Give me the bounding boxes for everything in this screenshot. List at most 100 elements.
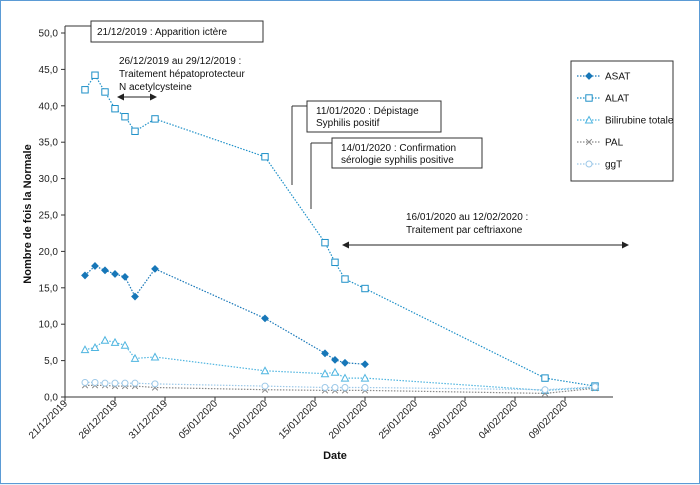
x-tick-label: 26/12/2019 xyxy=(77,398,120,441)
legend-item-alat: ALAT xyxy=(577,94,629,105)
x-tick-label: 25/01/2020 xyxy=(377,398,420,441)
y-tick-label: 35,0 xyxy=(39,138,59,149)
annotations: 21/12/2019 : Apparition ictère 26/12/201… xyxy=(64,20,629,249)
confirm-label-1: 14/01/2020 : Confirmation xyxy=(341,143,456,154)
x-tick-label: 30/01/2020 xyxy=(427,398,470,441)
hepato-arrow-left-head xyxy=(117,93,124,101)
series-line-pal xyxy=(85,384,596,395)
x-tick-labels: 21/12/2019 26/12/2019 31/12/2019 05/01/2020… xyxy=(27,397,570,442)
x-tick-label: 31/12/2019 xyxy=(127,398,170,441)
x-tick-label: 09/02/2020 xyxy=(527,398,570,441)
data-point-ggt xyxy=(121,379,129,387)
data-point-alat xyxy=(541,374,549,382)
data-point-asat xyxy=(121,272,129,281)
series-asat xyxy=(81,262,369,369)
confirm-box xyxy=(331,137,483,169)
hepato-arrow-right-head xyxy=(150,93,157,101)
ceftri-label-2: Traitement par ceftriaxone xyxy=(406,225,523,236)
data-point-asat xyxy=(321,349,329,358)
data-point-alat xyxy=(111,105,119,113)
data-point-bilirubine-totale xyxy=(320,369,330,378)
data-point-bilirubine-totale xyxy=(80,345,90,354)
legend-marker-asat xyxy=(585,72,593,80)
legend-item-ggt: ggT xyxy=(577,160,622,171)
data-point-ggt xyxy=(261,382,269,390)
data-point-ggt xyxy=(81,378,89,386)
data-point-ggt xyxy=(91,378,99,386)
x-tick-label: 15/01/2020 xyxy=(277,398,320,441)
data-point-ggt xyxy=(151,380,159,388)
y-axis-title: Nombre de fois la Normale xyxy=(22,144,34,283)
data-point-alat xyxy=(101,88,109,96)
data-point-alat xyxy=(91,71,99,79)
y-tick-label: 20,0 xyxy=(39,247,59,258)
data-point-asat xyxy=(81,271,89,280)
data-point-ggt xyxy=(541,386,549,394)
axes xyxy=(64,31,613,398)
y-tick-label: 0,0 xyxy=(44,393,58,404)
legend-marker-bilirubine-totale xyxy=(584,115,594,124)
series-line-asat xyxy=(84,265,366,365)
legend: ASAT ALAT Bilirubine totale PAL ggT xyxy=(570,60,674,182)
depistage-label-1: 11/01/2020 : Dépistage xyxy=(316,106,419,117)
y-tick-label: 5,0 xyxy=(44,356,58,367)
data-point-bilirubine-totale xyxy=(330,367,340,376)
data-point-asat xyxy=(361,360,369,369)
data-point-alat xyxy=(261,153,269,161)
data-point-asat xyxy=(261,314,269,323)
data-point-bilirubine-totale xyxy=(150,352,160,361)
ceftri-label-1: 16/01/2020 au 12/02/2020 : xyxy=(406,212,528,223)
legend-item-asat: ASAT xyxy=(577,72,630,83)
data-point-bilirubine-totale xyxy=(120,340,130,349)
data-point-alat xyxy=(131,127,139,135)
series-ggt xyxy=(81,378,599,394)
y-tick-label: 50,0 xyxy=(39,29,59,40)
y-tick-labels: 0,0 5,0 10,0 15,0 20,0 25,0 30,0 35,0 40,0 45,0 50… xyxy=(39,29,65,404)
data-point-asat xyxy=(91,262,99,270)
x-tick-label: 21/12/2019 xyxy=(27,398,70,441)
hepato-label-1: 26/12/2019 au 29/12/2019 : xyxy=(119,56,241,67)
y-tick-label: 30,0 xyxy=(39,174,59,185)
data-point-ggt xyxy=(131,379,139,387)
y-tick-label: 40,0 xyxy=(39,101,59,112)
legend-label: ALAT xyxy=(605,94,629,105)
data-point-asat xyxy=(331,355,339,364)
ceftri-arrow-left-head xyxy=(342,241,349,249)
ceftri-arrow-right-head xyxy=(622,241,629,249)
legend-marker-pal xyxy=(585,138,593,146)
x-tick-label: 20/01/2020 xyxy=(327,398,370,441)
legend-label: Bilirubine totale xyxy=(605,116,674,127)
y-tick-label: 10,0 xyxy=(39,320,59,331)
data-point-bilirubine-totale xyxy=(360,373,370,382)
data-point-asat xyxy=(131,292,139,301)
data-point-asat xyxy=(151,264,159,273)
y-tick-label: 45,0 xyxy=(39,65,59,76)
data-point-alat xyxy=(331,258,339,267)
hepato-label-2: Traitement hépatoprotecteur xyxy=(119,69,245,80)
data-point-ggt xyxy=(331,384,339,392)
data-point-alat xyxy=(151,115,159,123)
series-group xyxy=(80,71,600,397)
legend-marker-alat xyxy=(585,94,593,102)
legend-label: PAL xyxy=(605,138,624,149)
data-point-ggt xyxy=(591,383,599,391)
x-tick-label: 10/01/2020 xyxy=(227,398,270,441)
series-bilirubine-totale xyxy=(80,335,600,394)
legend-label: ggT xyxy=(605,160,622,171)
x-axis-title: Date xyxy=(323,450,347,462)
y-tick-label: 15,0 xyxy=(39,283,59,294)
data-point-ggt xyxy=(101,379,109,387)
confirm-label-2: sérologie syphilis positive xyxy=(341,155,454,166)
x-tick-label: 05/01/2020 xyxy=(177,398,220,441)
data-point-bilirubine-totale xyxy=(260,366,270,375)
ictere-box xyxy=(90,20,264,43)
data-point-asat xyxy=(341,358,349,367)
data-point-ggt xyxy=(361,384,369,392)
y-tick-label: 25,0 xyxy=(39,211,59,222)
data-point-bilirubine-totale xyxy=(110,337,120,346)
data-point-alat xyxy=(341,275,349,283)
data-point-bilirubine-totale xyxy=(130,353,140,362)
depistage-label-2: Syphilis positif xyxy=(316,118,380,129)
data-point-alat xyxy=(121,113,129,121)
